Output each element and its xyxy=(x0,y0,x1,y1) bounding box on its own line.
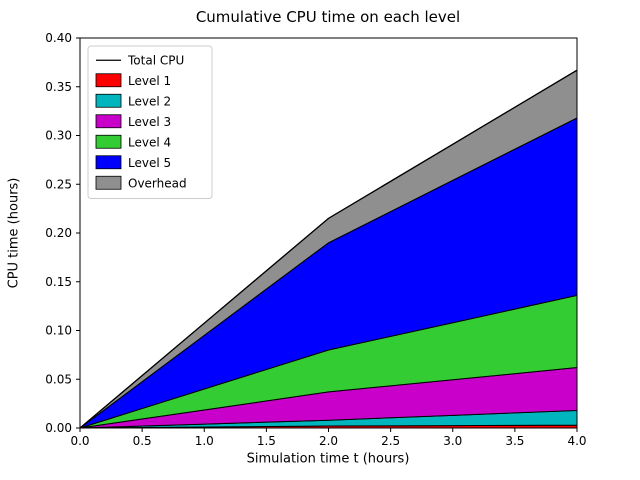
x-tick-label: 1.0 xyxy=(195,434,214,448)
x-tick-label: 3.5 xyxy=(505,434,524,448)
svg-text:Level 5: Level 5 xyxy=(128,156,171,170)
y-tick-label: 0.10 xyxy=(45,324,72,338)
legend-entry-level-5: Level 5 xyxy=(95,155,171,170)
y-tick-label: 0.25 xyxy=(45,177,72,191)
x-tick-label: 2.0 xyxy=(319,434,338,448)
x-tick-label: 2.5 xyxy=(381,434,400,448)
y-tick-label: 0.30 xyxy=(45,129,72,143)
x-tick-label: 1.5 xyxy=(257,434,276,448)
x-tick-label: 0.5 xyxy=(133,434,152,448)
svg-text:Level 3: Level 3 xyxy=(128,115,171,129)
legend-entry-level-3: Level 3 xyxy=(95,114,171,129)
svg-text:Overhead: Overhead xyxy=(128,176,187,190)
y-tick-label: 0.35 xyxy=(45,80,72,94)
svg-text:Level 2: Level 2 xyxy=(128,94,171,108)
x-tick-label: 0.0 xyxy=(70,434,89,448)
svg-text:Level 1: Level 1 xyxy=(128,74,171,88)
x-axis-label: Simulation time t (hours) xyxy=(246,451,410,467)
legend-entry-level-2: Level 2 xyxy=(95,93,171,108)
legend-entry-level-1: Level 1 xyxy=(95,73,171,88)
y-tick-label: 0.40 xyxy=(45,31,72,45)
y-tick-label: 0.05 xyxy=(45,372,72,386)
total-cpu-line xyxy=(79,69,578,429)
y-tick-label: 0.15 xyxy=(45,275,72,289)
legend-entry-overhead: Overhead xyxy=(95,175,187,190)
y-axis-label: CPU time (hours) xyxy=(6,177,22,289)
legend-entry-total-cpu: Total CPU xyxy=(96,53,184,67)
chart-title: Cumulative CPU time on each level xyxy=(195,8,461,26)
svg-text:Total CPU: Total CPU xyxy=(127,53,184,67)
y-tick-label: 0.00 xyxy=(45,421,72,435)
svg-text:Level 4: Level 4 xyxy=(128,135,171,149)
legend-entry-level-4: Level 4 xyxy=(95,134,171,149)
x-tick-label: 4.0 xyxy=(567,434,586,448)
x-tick-label: 3.0 xyxy=(443,434,462,448)
y-tick-label: 0.20 xyxy=(45,226,72,240)
